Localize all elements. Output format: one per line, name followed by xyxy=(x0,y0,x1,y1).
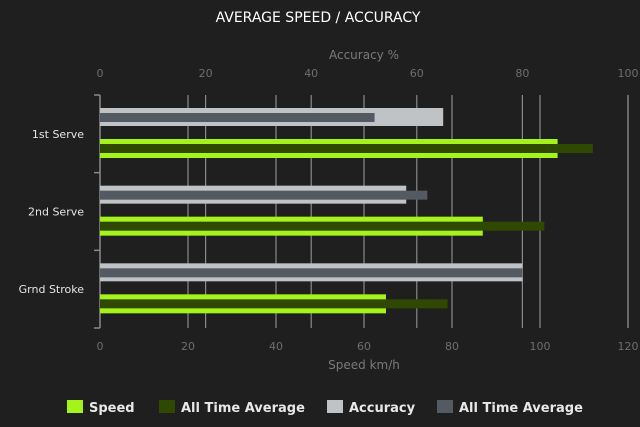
legend-swatch xyxy=(159,400,175,413)
accuracy-tick-label: 40 xyxy=(304,67,318,80)
category-label: 2nd Serve xyxy=(28,206,84,219)
speed-tick-label: 100 xyxy=(530,340,551,353)
speed-axis-label: Speed km/h xyxy=(328,358,400,372)
legend-label: All Time Average xyxy=(459,401,583,416)
legend-swatch xyxy=(437,400,453,413)
legend-label: All Time Average xyxy=(181,401,305,416)
accuracy-average-bar xyxy=(100,190,428,200)
speed-tick-label: 80 xyxy=(445,340,459,353)
accuracy-tick-label: 20 xyxy=(199,67,213,80)
speed-average-bar xyxy=(100,144,593,153)
category-label: Grnd Stroke xyxy=(19,283,85,296)
chart-title: AVERAGE SPEED / ACCURACY xyxy=(216,10,421,26)
speed-average-bar xyxy=(100,221,545,231)
legend-swatch xyxy=(67,400,83,413)
accuracy-axis-label: Accuracy % xyxy=(329,48,399,62)
speed-tick-label: 120 xyxy=(618,340,639,353)
speed-tick-label: 60 xyxy=(357,340,371,353)
accuracy-tick-label: 0 xyxy=(97,67,104,80)
legend-label: Accuracy xyxy=(349,401,416,416)
speed-tick-label: 40 xyxy=(269,340,283,353)
accuracy-tick-label: 100 xyxy=(618,67,639,80)
speed-average-bar xyxy=(100,299,448,309)
category-label: 1st Serve xyxy=(32,128,84,141)
legend-swatch xyxy=(327,400,343,413)
speed-tick-label: 20 xyxy=(181,340,195,353)
accuracy-average-bar xyxy=(100,113,375,122)
legend-label: Speed xyxy=(89,401,135,416)
accuracy-average-bar xyxy=(100,268,523,278)
accuracy-tick-label: 60 xyxy=(410,67,424,80)
accuracy-tick-label: 80 xyxy=(515,67,529,80)
speed-tick-label: 0 xyxy=(97,340,104,353)
